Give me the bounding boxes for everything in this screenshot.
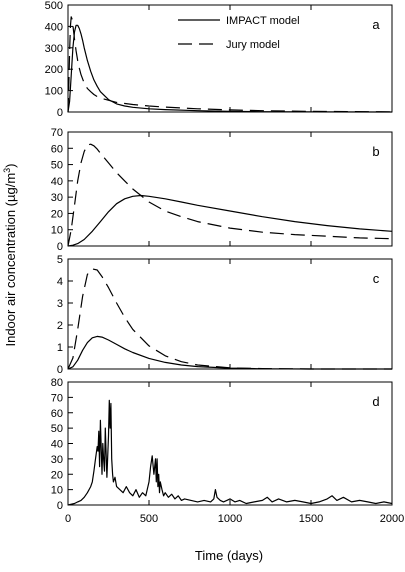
panel-c-frame xyxy=(67,258,393,370)
x-tick-label: 1500 xyxy=(299,513,323,525)
panel-a-y-tick-label: 200 xyxy=(45,64,63,76)
panel-b-y-tick-label: 60 xyxy=(51,143,63,155)
chart-legend: IMPACT model Jury model xyxy=(178,15,300,51)
panel-b-y-tick-label: 0 xyxy=(57,241,63,253)
panel-c-y-tick-label: 1 xyxy=(57,342,63,354)
panel-c-y-tick-label: 5 xyxy=(57,254,63,266)
panel-a-y-tick-label: 400 xyxy=(45,21,63,33)
panel-b-series-jury xyxy=(67,143,393,247)
panel-d-letter: d xyxy=(372,394,379,409)
x-tick-label: 2000 xyxy=(380,513,404,525)
panel-b-y-tick-label: 50 xyxy=(51,160,63,172)
panel-d-y-tick-label: 50 xyxy=(51,423,63,435)
panel-c-y-tick-label: 0 xyxy=(57,364,63,376)
y-axis-label-sup: 3 xyxy=(2,168,12,173)
panel-d-y-tick-label: 0 xyxy=(57,500,63,512)
panel-a-series-impact xyxy=(67,24,393,113)
panel-b-y-tick-label: 70 xyxy=(51,127,63,139)
panel-d-y-tick-label: 10 xyxy=(51,485,63,497)
legend-label-jury: Jury model xyxy=(226,39,280,51)
chart-panels: 0100200300400500a010203040506070b012345c… xyxy=(45,0,405,525)
y-axis-label-main: Indoor air concentration (µg/m xyxy=(3,173,18,347)
panel-b: 0 10 20 30 40 50 60 70 b xyxy=(51,127,393,253)
panel-b-y-tick-label: 20 xyxy=(51,208,63,220)
panel-d-y-tick-label: 80 xyxy=(51,377,63,389)
panel-a-y-tick-label: 100 xyxy=(45,86,63,98)
x-axis-label: Time (days) xyxy=(195,548,263,563)
panel-d-y-tick-label: 60 xyxy=(51,408,63,420)
panel-a: 0 100 200 300 400 500 a xyxy=(45,0,393,119)
panel-c-y-tick-label: 3 xyxy=(57,298,63,310)
y-axis-label: Indoor air concentration (µg/m3) xyxy=(2,163,18,346)
panel-b-letter: b xyxy=(372,144,379,159)
panel-d: 0 10 20 30 40 50 60 70 80 d xyxy=(51,377,393,512)
panel-b-y-tick-label: 10 xyxy=(51,225,63,237)
panel-c: 0 1 2 3 4 5 c xyxy=(57,254,393,376)
panel-d-y-tick-label: 70 xyxy=(51,392,63,404)
x-tick-label: 1000 xyxy=(218,513,242,525)
panel-d-series-impact xyxy=(67,399,393,506)
x-tick-label: 0 xyxy=(65,513,71,525)
panel-b-y-tick-label: 40 xyxy=(51,176,63,188)
panel-a-y-tick-label: 500 xyxy=(45,0,63,12)
panel-d-y-tick-label: 30 xyxy=(51,454,63,466)
legend-label-impact: IMPACT model xyxy=(226,15,300,27)
panel-b-series-impact xyxy=(67,194,393,247)
y-axis-label-close: ) xyxy=(3,163,18,167)
panel-a-y-tick-label: 300 xyxy=(45,43,63,55)
panel-d-y-tick-label: 20 xyxy=(51,469,63,481)
panel-a-y-tick-label: 0 xyxy=(57,107,63,119)
panel-a-series-jury xyxy=(67,16,393,113)
panel-d-y-tick-label: 40 xyxy=(51,439,63,451)
panel-c-y-tick-label: 2 xyxy=(57,320,63,332)
panel-c-y-tick-label: 4 xyxy=(57,276,63,288)
panel-a-letter: a xyxy=(372,17,380,32)
panel-c-letter: c xyxy=(373,271,380,286)
panel-b-y-tick-label: 30 xyxy=(51,192,63,204)
x-tick-label: 500 xyxy=(140,513,158,525)
panel-b-frame xyxy=(67,131,393,247)
x-axis-tick-labels: 0 500 1000 1500 2000 xyxy=(65,513,404,525)
panel-c-series-jury xyxy=(67,268,392,370)
